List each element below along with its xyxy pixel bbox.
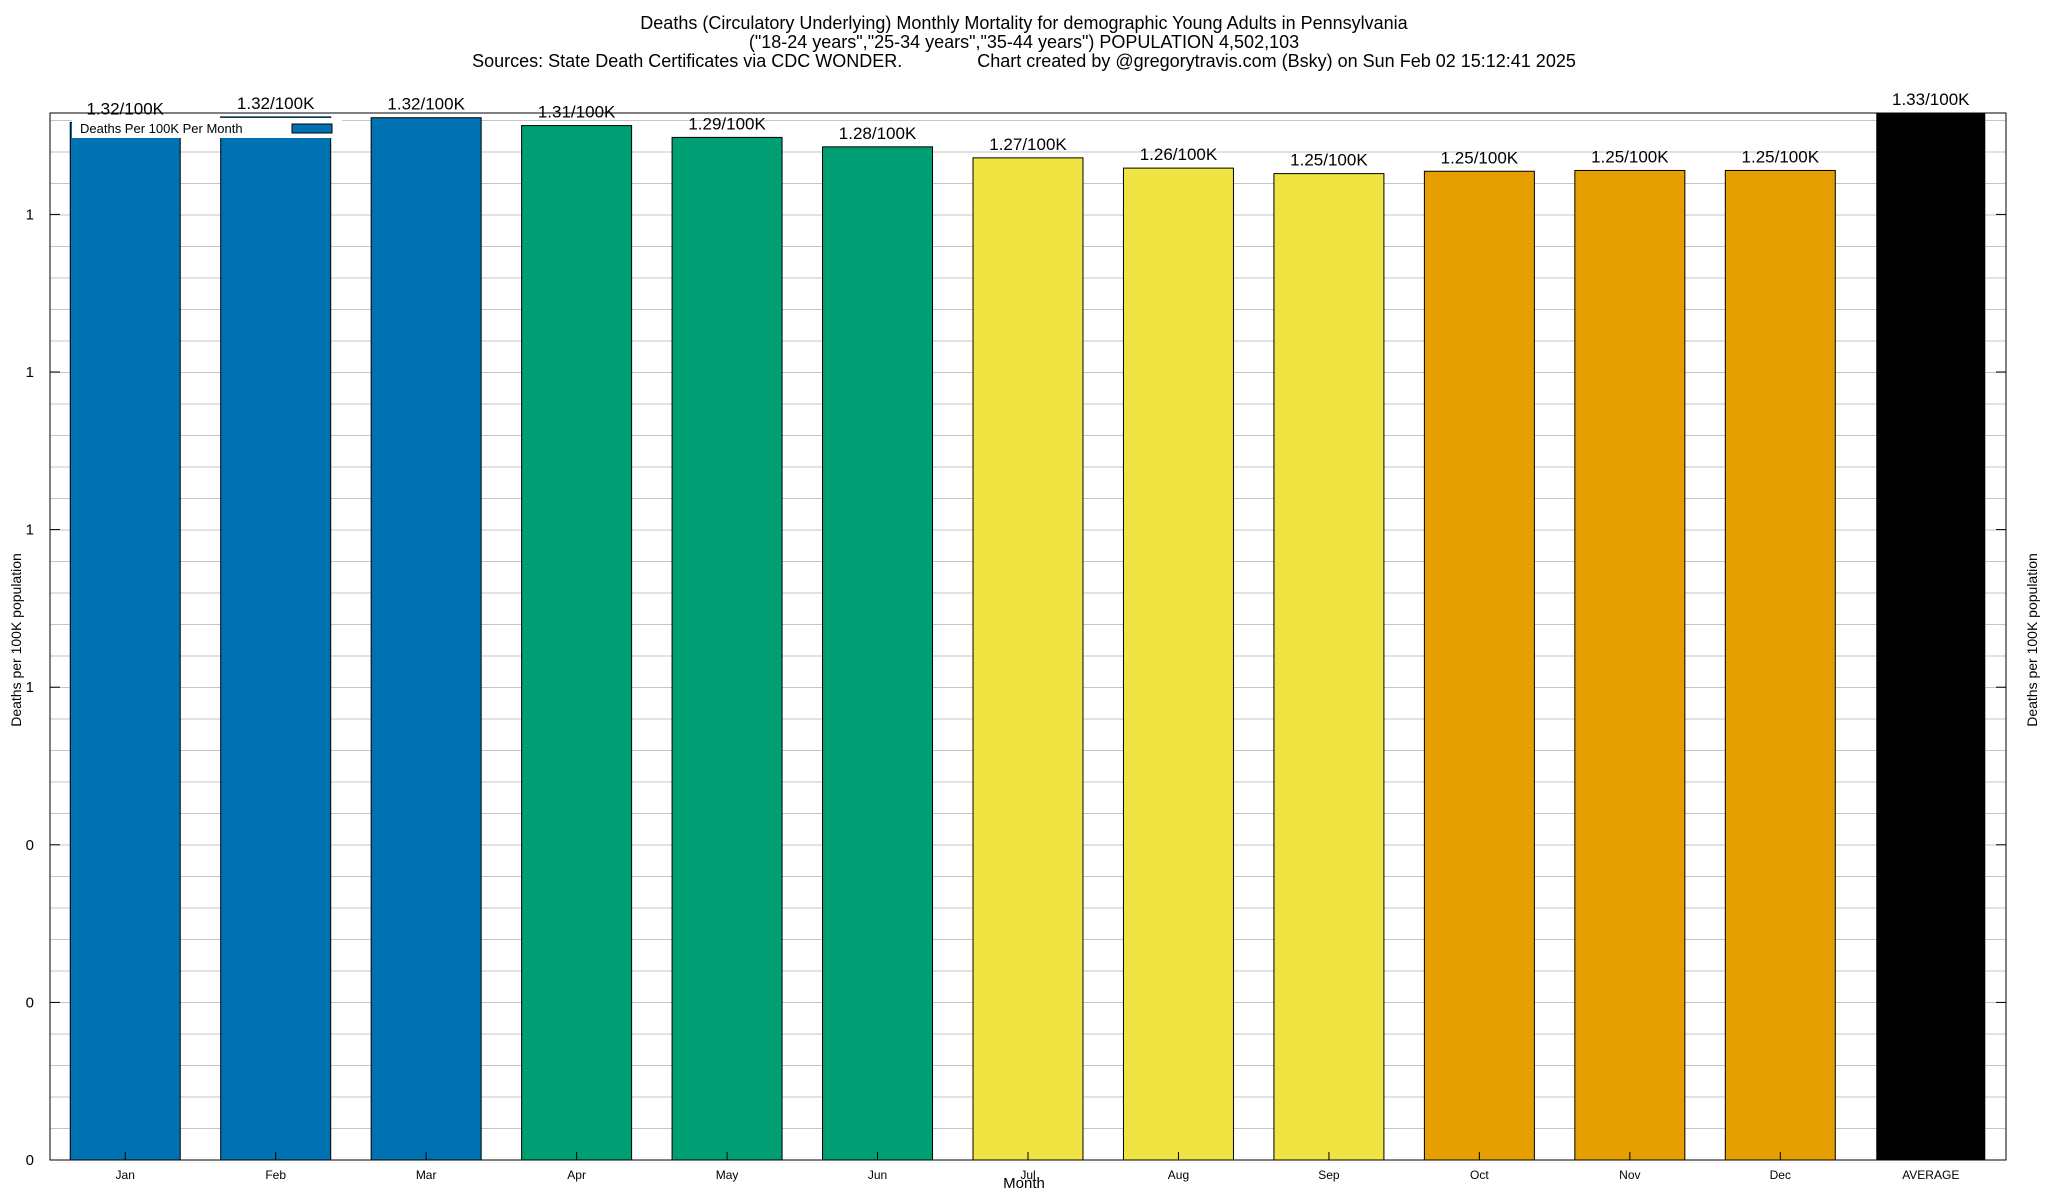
- y-tick-label: 1: [26, 206, 34, 223]
- data-label: 1.29/100K: [688, 114, 766, 133]
- data-label: 1.33/100K: [1892, 90, 1970, 109]
- y-axis-label-right: Deaths per 100K population: [2024, 553, 2040, 727]
- chart-title-block: Deaths (Circulatory Underlying) Monthly …: [0, 14, 2048, 71]
- bar: [972, 157, 1084, 1161]
- data-label: 1.32/100K: [86, 99, 164, 118]
- data-label: 1.28/100K: [839, 124, 917, 143]
- chart-sources: Sources: State Death Certificates via CD…: [472, 51, 1576, 71]
- bar: [69, 121, 181, 1161]
- chart-title: Deaths (Circulatory Underlying) Monthly …: [640, 13, 1408, 33]
- bar: [671, 136, 783, 1161]
- bar: [220, 116, 332, 1161]
- data-label: 1.25/100K: [1591, 147, 1669, 166]
- legend-label: Deaths Per 100K Per Month: [80, 121, 243, 136]
- bar: [1574, 169, 1686, 1161]
- chart-subtitle: ("18-24 years","25-34 years","35-44 year…: [748, 32, 1300, 52]
- y-tick-label: 1: [26, 679, 34, 696]
- x-tick-label: Aug: [1168, 1168, 1189, 1182]
- x-tick-label: May: [716, 1168, 739, 1182]
- y-tick-label: 0: [26, 837, 34, 854]
- data-label: 1.32/100K: [387, 95, 465, 114]
- x-tick-label: Nov: [1619, 1168, 1640, 1182]
- bar: [822, 146, 934, 1161]
- x-tick-label: Jun: [868, 1168, 887, 1182]
- y-axis-label-left: Deaths per 100K population: [8, 553, 24, 727]
- legend-box: [72, 118, 342, 138]
- y-tick-label: 1: [26, 522, 34, 539]
- x-tick-label: Feb: [265, 1168, 286, 1182]
- x-tick-label: Dec: [1770, 1168, 1791, 1182]
- data-label: 1.31/100K: [538, 103, 616, 122]
- data-label: 1.25/100K: [1290, 151, 1368, 170]
- data-label: 1.26/100K: [1140, 145, 1218, 164]
- x-axis-label: Month: [1003, 1175, 1045, 1192]
- bar: [370, 117, 482, 1161]
- legend-swatch: [291, 123, 333, 134]
- bar: [1724, 169, 1836, 1161]
- plot-frame: [49, 112, 2007, 1161]
- bar: [1423, 170, 1535, 1161]
- data-label: 1.32/100K: [237, 94, 315, 113]
- x-tick-label: Jan: [116, 1168, 135, 1182]
- data-label: 1.25/100K: [1441, 148, 1519, 167]
- bar: [1273, 173, 1385, 1161]
- x-tick-label: Jul: [1020, 1168, 1035, 1182]
- bar: [1876, 112, 1986, 1161]
- bar: [1122, 167, 1234, 1161]
- y-tick-label: 1: [26, 364, 34, 381]
- x-tick-label: Mar: [416, 1168, 437, 1182]
- x-tick-label: AVERAGE: [1902, 1168, 1959, 1182]
- x-tick-label: Apr: [567, 1168, 586, 1182]
- y-tick-label: 0: [26, 994, 34, 1011]
- x-tick-label: Sep: [1318, 1168, 1340, 1182]
- data-label: 1.27/100K: [989, 135, 1067, 154]
- y-tick-label: 0: [26, 1152, 34, 1169]
- data-label: 1.25/100K: [1742, 147, 1820, 166]
- bar: [521, 125, 633, 1161]
- x-tick-label: Oct: [1470, 1168, 1489, 1182]
